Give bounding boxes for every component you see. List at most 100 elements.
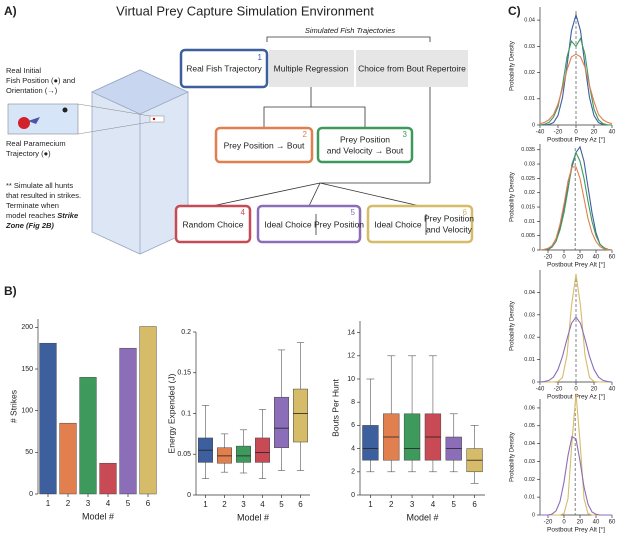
note: Zone (Fig 2B): [5, 221, 54, 230]
note: ** Simulate all hunts: [6, 181, 73, 190]
y-tick-label: 0: [532, 122, 535, 128]
note-emphasis: Strike: [57, 211, 78, 220]
y-tick-label: 0.02: [524, 70, 535, 76]
density-line: [540, 393, 612, 516]
y-tick-label: 0.06: [524, 405, 535, 411]
x-tick-label: 3: [241, 500, 246, 509]
x-tick-label: -40: [536, 130, 545, 136]
box-number: 1: [258, 53, 263, 62]
diagram-title: Virtual Prey Capture Simulation Environm…: [116, 3, 374, 18]
inset: [7, 103, 151, 135]
x-tick-label: 3: [86, 499, 91, 508]
x-tick-label: -20: [544, 255, 553, 261]
box: [217, 447, 232, 464]
x-tick-label: 40: [593, 255, 600, 261]
x-tick-label: 40: [609, 387, 616, 393]
y-axis-label: Energy Expended (J): [166, 373, 176, 453]
box-label: Random Choice: [183, 219, 244, 229]
x-tick-label: 0: [574, 387, 578, 393]
box: [316, 126, 414, 164]
density-line: [540, 151, 613, 251]
y-tick-label: 0.05: [177, 451, 191, 458]
tank: [91, 69, 189, 255]
x-tick-label: 2: [66, 499, 71, 508]
box-label: and Velocity: [426, 224, 473, 234]
box-label: and Velocity → Bout: [327, 145, 404, 155]
y-tick-label: 0.03: [524, 162, 535, 168]
y-tick-label: 0: [532, 512, 535, 518]
flow-boxes: Real Fish Trajectory 1 Multiple Regressi…: [174, 48, 474, 244]
y-tick-label: 0.05: [524, 423, 535, 429]
box-label: Real Fish Trajectory: [186, 63, 262, 73]
box-number: 6: [463, 208, 468, 217]
y-tick-label: 0.01: [524, 357, 535, 363]
x-tick-label: 5: [126, 499, 131, 508]
box: [214, 126, 314, 164]
x-tick-label: 20: [591, 130, 598, 136]
y-axis-label: Probability Density: [510, 432, 516, 482]
y-tick-label: 150: [21, 366, 33, 373]
y-tick-label: 14: [347, 329, 355, 336]
y-tick-label: 50: [25, 449, 33, 456]
bar: [39, 342, 57, 495]
box: [269, 50, 354, 87]
y-tick-label: 0: [532, 247, 535, 253]
x-tick-label: 1: [46, 499, 51, 508]
x-tick-label: -20: [554, 387, 563, 393]
y-tick-label: 0.15: [177, 370, 191, 377]
box: [274, 396, 289, 448]
y-tick-label: 0: [29, 491, 33, 498]
x-axis-label: Model #: [406, 512, 438, 522]
y-tick-label: 10: [347, 376, 355, 383]
box-label: Prey Position: [314, 219, 364, 229]
x-tick-label: 5: [452, 500, 457, 509]
bar: [99, 462, 117, 495]
box: [403, 413, 421, 461]
bar: [119, 347, 137, 495]
x-tick-label: 1: [368, 500, 373, 509]
box: [255, 437, 270, 463]
density-line: [540, 435, 612, 516]
y-tick-label: 0: [187, 492, 191, 499]
y-tick-label: 0.02: [524, 477, 535, 483]
bar: [59, 422, 77, 495]
x-tick-label: 2: [222, 500, 227, 509]
box-label: Multiple Regression: [274, 63, 349, 73]
x-tick-label: 0: [562, 255, 566, 261]
box-number: 4: [241, 208, 246, 217]
y-axis-label: Probability Density: [510, 41, 516, 91]
y-tick-label: 0.04: [524, 290, 535, 296]
y-tick-label: 2: [351, 469, 355, 476]
y-tick-label: 0.03: [524, 44, 535, 50]
x-tick-label: -20: [544, 520, 553, 526]
x-tick-label: 6: [298, 500, 303, 509]
connectors: [211, 36, 431, 207]
fish-label: Orientation (→): [6, 86, 58, 95]
x-tick-label: 4: [106, 499, 111, 508]
x-tick-label: 60: [609, 255, 616, 261]
x-tick-label: 5: [279, 500, 284, 509]
x-tick-label: 20: [591, 387, 598, 393]
y-tick-label: 0.035: [521, 147, 535, 153]
x-tick-label: 60: [609, 520, 616, 526]
y-tick-label: 0.01: [524, 96, 535, 102]
note: that resulted in strikes.: [6, 191, 81, 200]
box-number: 5: [351, 208, 356, 217]
fish-label: Real Initial: [6, 66, 41, 75]
x-tick-label: -20: [554, 130, 563, 136]
y-tick-label: 12: [347, 353, 355, 360]
box-label: Prey Position: [424, 213, 474, 223]
y-tick-label: 0.04: [524, 441, 535, 447]
box-number: 3: [403, 130, 408, 139]
density-line: [539, 37, 613, 126]
panel-label: A): [4, 4, 17, 18]
y-tick-label: 0: [351, 492, 355, 499]
box: [366, 204, 474, 244]
y-tick-label: 0.01: [524, 495, 535, 501]
x-tick-label: 4: [431, 500, 436, 509]
x-tick-label: 6: [146, 499, 151, 508]
fish-label: Fish Position (●) and: [6, 76, 75, 85]
density-line: [539, 316, 613, 383]
x-tick-label: 2: [389, 500, 394, 509]
